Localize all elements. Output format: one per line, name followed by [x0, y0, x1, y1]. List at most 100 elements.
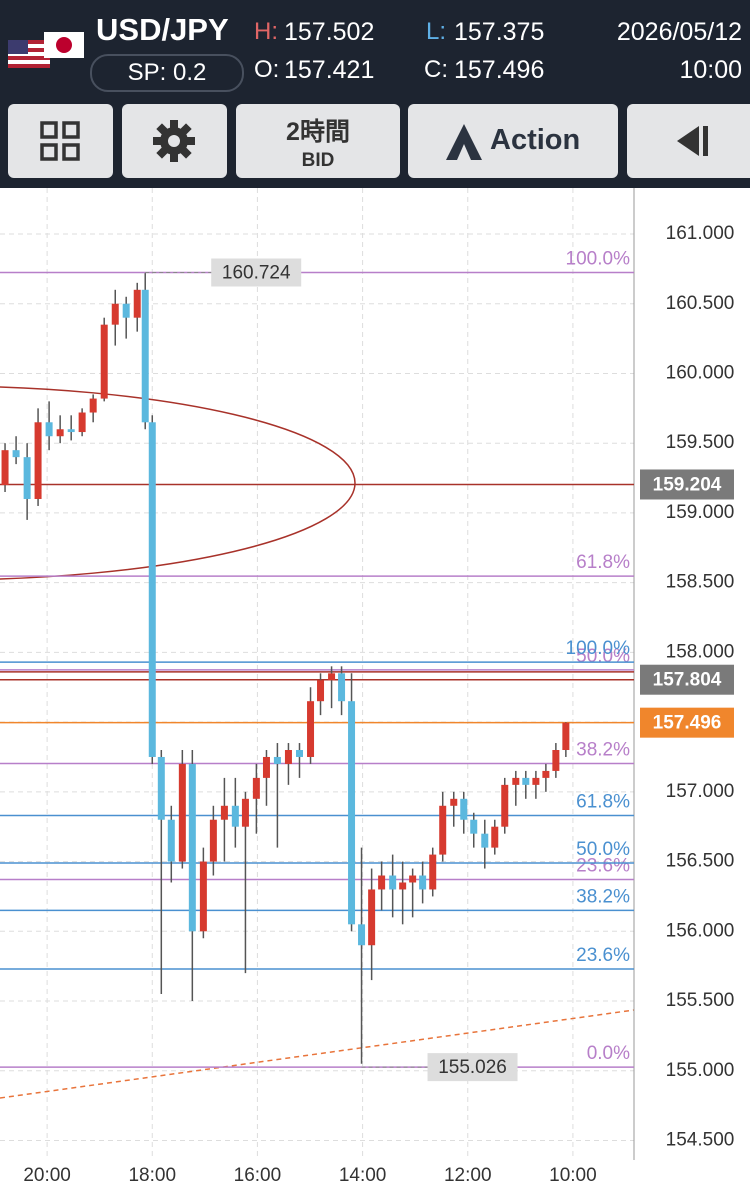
candle-body: [188, 763, 196, 932]
price-tag-box: [640, 664, 734, 695]
candle-body: [273, 756, 281, 764]
candle-body: [460, 798, 468, 820]
candle-body: [209, 819, 217, 862]
y-tick-label: 160.000: [666, 362, 735, 383]
candle-body: [157, 756, 165, 820]
y-tick-label: 158.500: [666, 572, 735, 593]
price-tag: 159.204: [653, 474, 722, 495]
high-label: H:: [254, 18, 278, 45]
candle-body: [1, 450, 9, 486]
candle-body: [399, 882, 407, 890]
candle-body: [45, 422, 53, 437]
candle-body: [532, 777, 540, 785]
candle-body: [141, 289, 149, 423]
price-tag-box: [640, 469, 734, 500]
y-tick-label: 159.500: [666, 432, 735, 453]
y-tick-label: 156.000: [666, 920, 735, 941]
candle-body: [328, 673, 336, 681]
price-tag: 157.496: [653, 713, 722, 734]
x-tick-label: 12:00: [444, 1165, 492, 1186]
level-label: 23.6%: [576, 856, 630, 877]
y-tick-label: 154.500: [666, 1129, 735, 1150]
candle-body: [419, 875, 427, 890]
candle-body: [409, 875, 417, 883]
y-tick-label: 156.500: [666, 851, 735, 872]
candle-body: [338, 673, 346, 702]
low-label: L:: [426, 18, 447, 45]
candle-body: [348, 701, 356, 925]
settings-button[interactable]: [122, 104, 227, 178]
header: USD/JPY SP: 0.2 H: 157.502 L: 157.375 O:…: [0, 0, 750, 188]
candle-body: [23, 457, 31, 499]
level-label: 50.0%: [576, 839, 630, 860]
candle-body: [56, 429, 64, 437]
candle-body: [12, 450, 20, 458]
candle-body: [439, 805, 447, 855]
timeframe: 2時間: [286, 118, 350, 146]
candle-body: [512, 777, 520, 785]
candles: [1, 273, 570, 1064]
grid-icon: [40, 121, 80, 161]
open: 157.421: [284, 56, 375, 84]
candle-body: [501, 784, 509, 827]
candle-body: [470, 819, 478, 834]
level-label: 100.0%: [566, 638, 631, 659]
candle-body: [67, 429, 75, 433]
level-label: 38.2%: [576, 740, 630, 761]
candle-body: [220, 805, 228, 820]
low: 157.375: [454, 18, 545, 46]
back-icon: [677, 126, 708, 156]
layout-button[interactable]: [8, 104, 113, 178]
candle-body: [78, 412, 86, 433]
y-tick-label: 155.500: [666, 990, 735, 1011]
pair: USD/JPY: [96, 12, 229, 47]
x-tick-label: 16:00: [234, 1165, 282, 1186]
gear-icon: [153, 120, 195, 162]
price-tag-box: [640, 707, 734, 738]
back-button[interactable]: [627, 104, 750, 178]
action-icon: [446, 124, 482, 160]
candle-body: [389, 875, 397, 890]
candle-body: [522, 777, 530, 785]
candle-body: [122, 303, 130, 318]
level-label: 23.6%: [576, 945, 630, 966]
level-label: 0.0%: [587, 1043, 630, 1064]
chart-background: [0, 188, 634, 1160]
candle-body: [552, 750, 560, 771]
close: 157.496: [454, 56, 545, 84]
y-tick-label: 155.000: [666, 1060, 735, 1081]
candle-body: [148, 422, 156, 757]
action-label: Action: [490, 124, 581, 156]
level-label: 61.8%: [576, 552, 630, 573]
candle-body: [307, 701, 315, 757]
candle-body: [295, 750, 303, 757]
price-tag: 157.804: [653, 670, 722, 691]
x-tick-label: 18:00: [128, 1165, 176, 1186]
candle-body: [562, 722, 570, 751]
trend-line: [0, 1009, 635, 1099]
y-tick-label: 161.000: [666, 223, 735, 244]
candle-body: [378, 875, 386, 890]
x-tick-label: 10:00: [549, 1165, 597, 1186]
candle-body: [133, 289, 141, 318]
x-tick-label: 14:00: [339, 1165, 387, 1186]
y-tick-label: 159.000: [666, 502, 735, 523]
extreme-label: 160.724: [222, 263, 291, 284]
candle-body: [317, 680, 325, 702]
timeframe-button[interactable]: 2時間 BID: [236, 104, 400, 178]
time: 10:00: [679, 56, 742, 84]
level-label: 61.8%: [576, 792, 630, 813]
candle-body: [111, 303, 119, 325]
candle-body: [358, 924, 366, 946]
extreme-box: [427, 1053, 518, 1082]
candle-body: [481, 833, 489, 848]
candle-body: [542, 770, 550, 778]
price-type: BID: [301, 150, 335, 171]
action-button[interactable]: Action: [408, 104, 618, 178]
date: 2026/05/12: [616, 18, 742, 46]
candle-body: [450, 798, 458, 806]
candle-body: [429, 854, 437, 890]
candle-body: [100, 324, 108, 399]
